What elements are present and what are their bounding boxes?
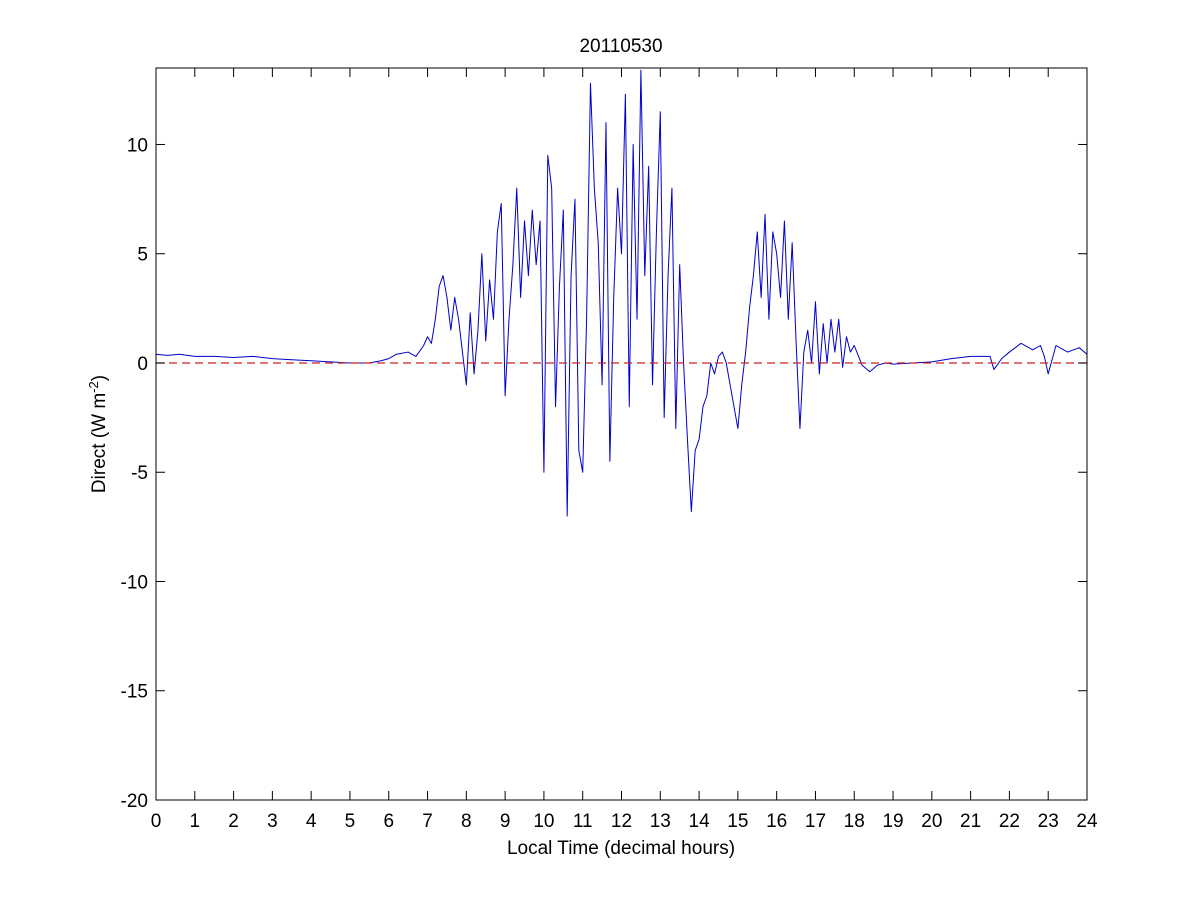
- plot-layer: [155, 69, 1088, 517]
- y-tick-label: 10: [127, 135, 148, 156]
- y-tick-label: 5: [137, 245, 148, 266]
- x-tick-label: 3: [267, 811, 278, 832]
- x-tick-label: 11: [573, 811, 593, 832]
- x-tick-label: 22: [999, 811, 1020, 832]
- x-tick-label: 1: [190, 811, 201, 832]
- x-tick-label: 10: [533, 811, 554, 832]
- x-tick-label: 17: [805, 811, 826, 832]
- x-tick-label: 2: [228, 811, 239, 832]
- x-tick-label: 0: [151, 811, 162, 832]
- chart-title: 20110530: [579, 36, 662, 57]
- x-tick-label: 5: [345, 811, 356, 832]
- x-tick-label: 23: [1038, 811, 1059, 832]
- x-tick-label: 9: [500, 811, 511, 832]
- y-tick-label: -20: [121, 791, 148, 812]
- x-tick-label: 15: [727, 811, 748, 832]
- x-tick-label: 18: [844, 811, 865, 832]
- x-tick-label: 24: [1076, 811, 1098, 832]
- y-tick-label: 0: [137, 354, 148, 375]
- x-axis-label: Local Time (decimal hours): [507, 838, 735, 859]
- y-axis-label: Direct (W m-2): [86, 375, 111, 493]
- y-tick-label: -15: [121, 682, 148, 703]
- x-tick-label: 20: [921, 811, 942, 832]
- series-line-direct: [155, 69, 1088, 517]
- x-tick-label: 6: [383, 811, 394, 832]
- y-axis-label-prefix: Direct (W m: [89, 393, 110, 493]
- x-tick-label: 21: [960, 811, 981, 832]
- x-tick-label: 12: [611, 811, 632, 832]
- y-tick-label: -10: [121, 572, 148, 593]
- x-tick-label: 8: [461, 811, 472, 832]
- x-tick-label: 4: [306, 811, 317, 832]
- x-tick-label: 13: [650, 811, 671, 832]
- y-axis-label-suffix: ): [89, 375, 110, 381]
- x-tick-label: 14: [689, 811, 711, 832]
- x-tick-label: 19: [882, 811, 903, 832]
- x-tick-label: 16: [766, 811, 787, 832]
- y-tick-label: -5: [131, 463, 148, 484]
- ticks-layer: 0 1 2 3 4 5 6 7 8 9 10 11 12 13 14 15 16 17 18 19 20 21 22 23 24…: [121, 68, 1098, 832]
- x-tick-label: 7: [422, 811, 433, 832]
- y-axis-label-superscript: -2: [86, 381, 101, 393]
